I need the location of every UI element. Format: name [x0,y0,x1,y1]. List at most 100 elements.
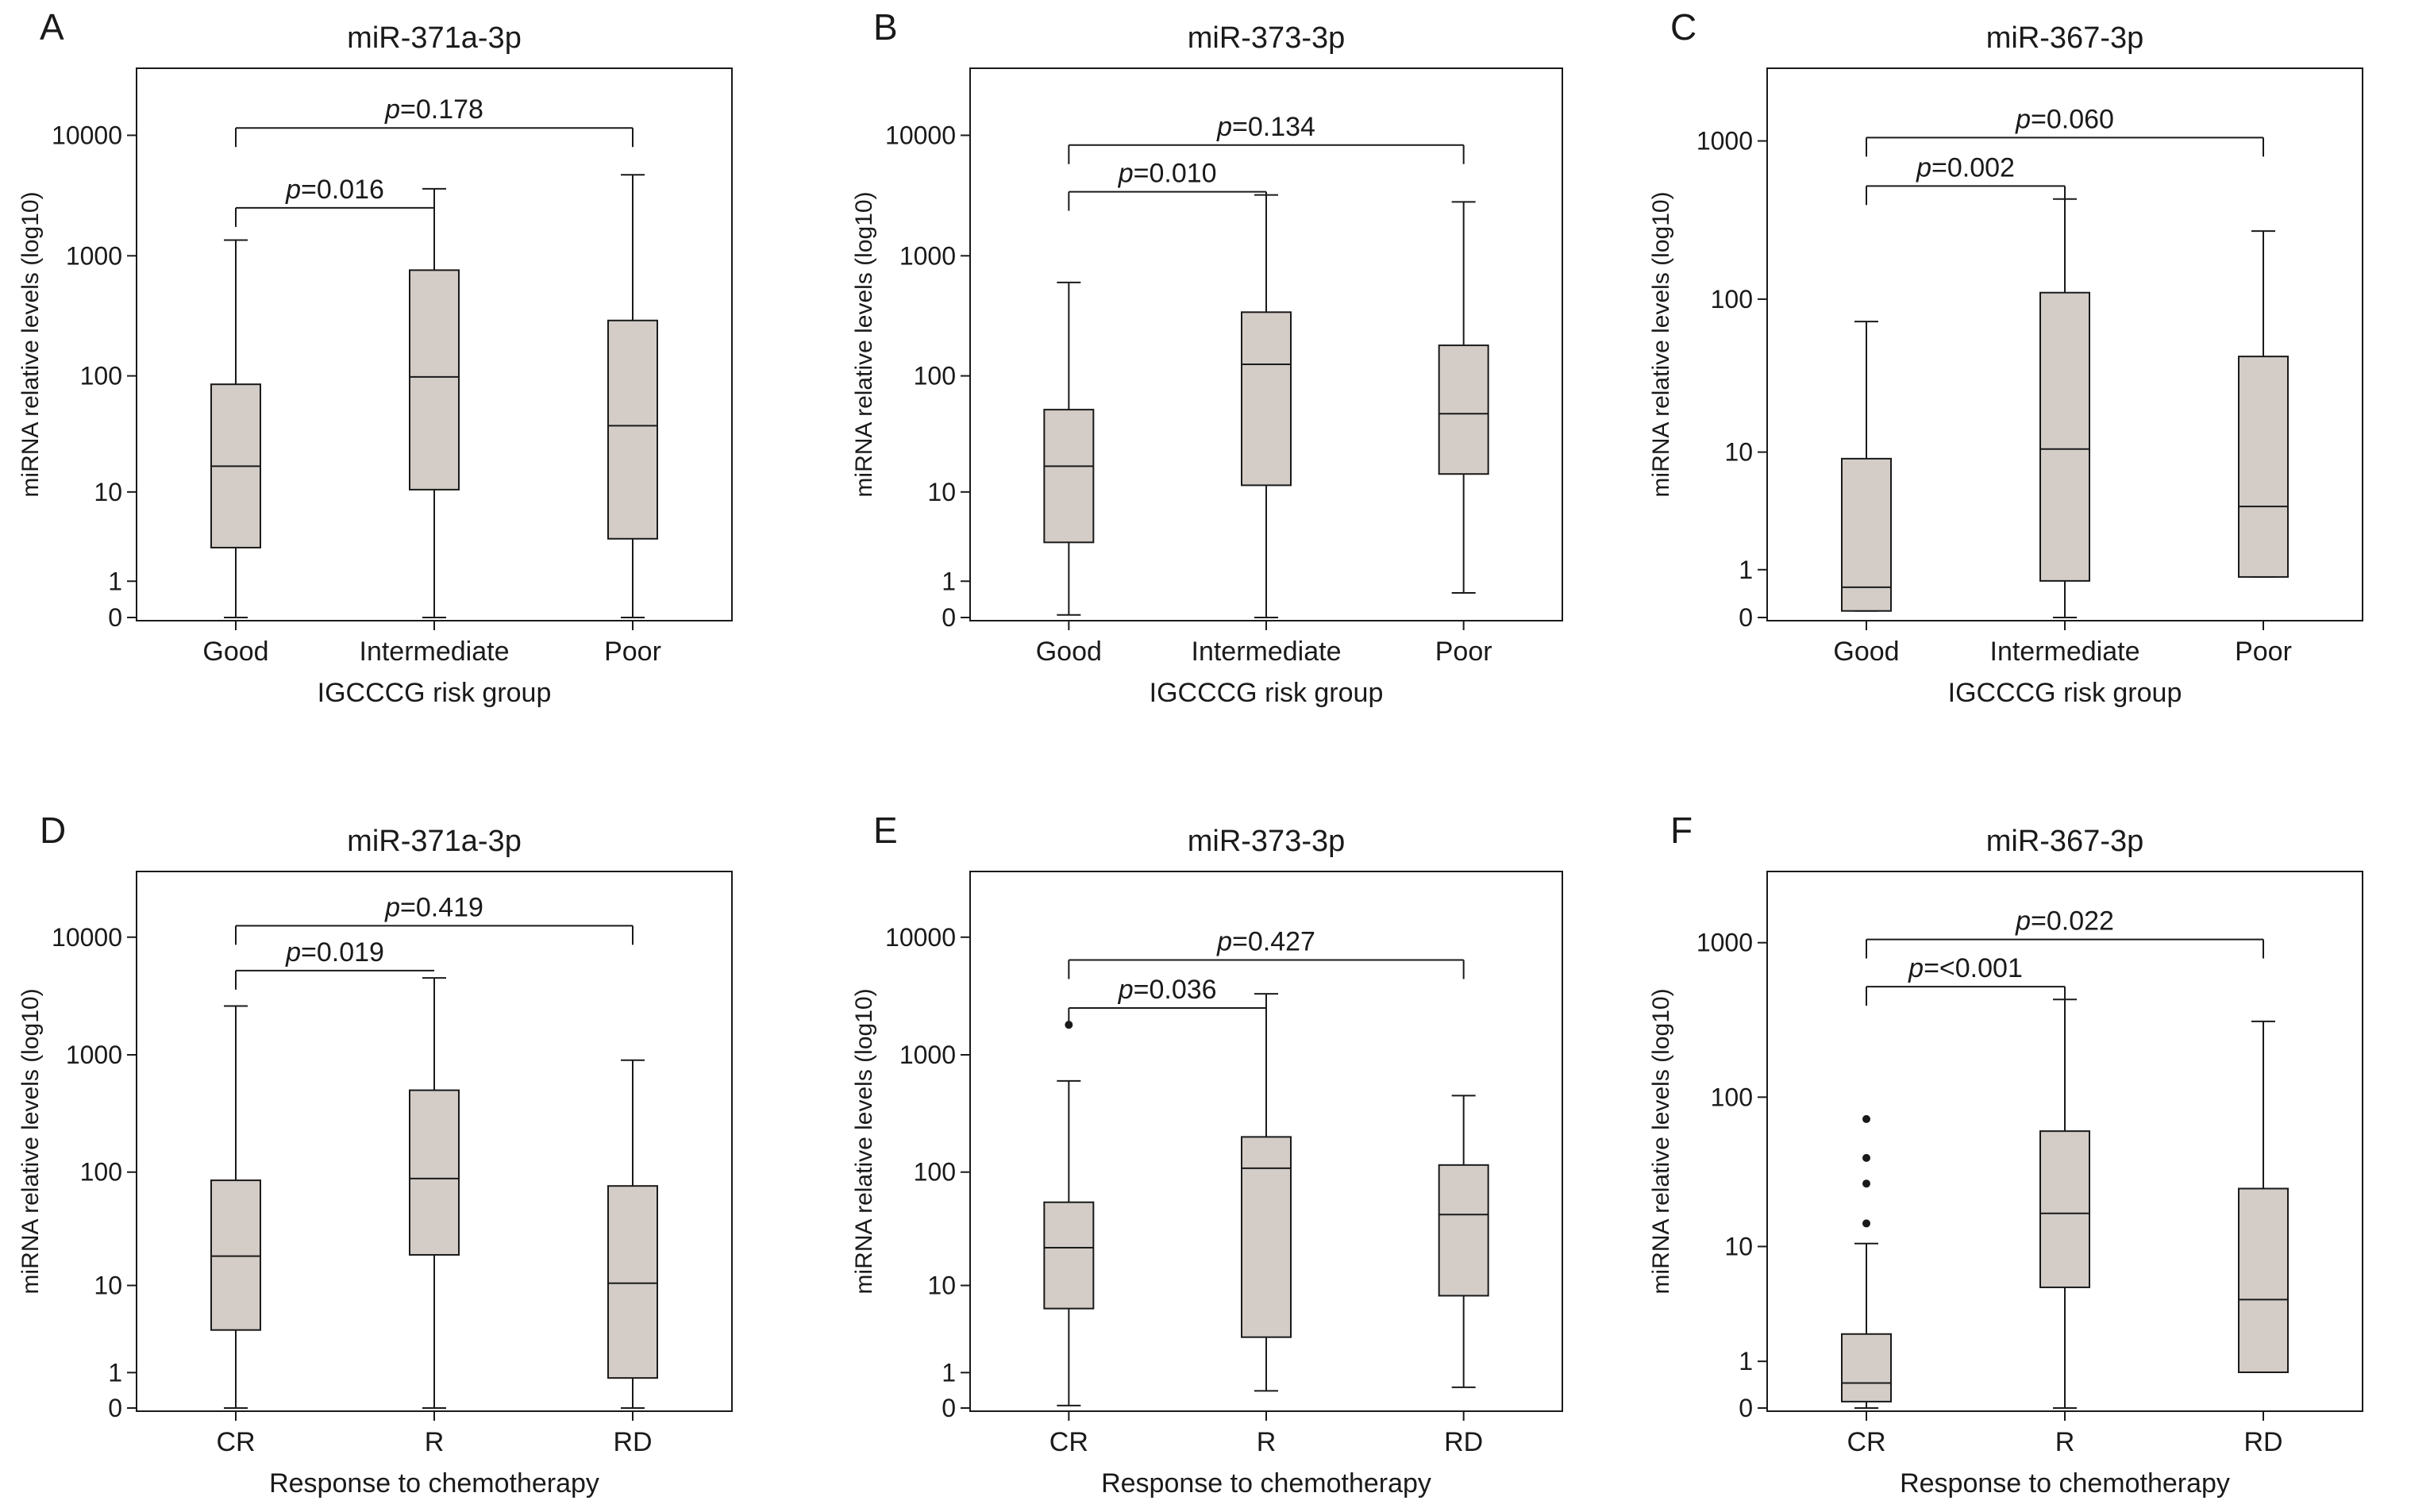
p-value-label: p=0.419 [384,892,483,922]
chart-title: miR-367-3p [1986,21,2144,55]
iqr-box [1241,1136,1292,1338]
box-cr [1043,1021,1095,1406]
y-tick-label: 0 [942,603,956,632]
box-poor [607,174,658,618]
outlier-point [1862,1114,1870,1123]
x-axis-label: Response to chemotherapy [269,1468,599,1499]
y-axis-label: miRNA relative levels (log10) [851,988,877,1294]
y-tick-label: 0 [1739,603,1753,632]
p-value-label: p=0.427 [1216,926,1315,956]
panel-letter: A [40,6,64,48]
y-tick-label: 100 [80,1158,122,1187]
iqr-box [2238,1187,2289,1373]
chart-title: miR-371a-3p [347,21,522,55]
box-intermediate [1241,194,1292,618]
p-value-label: p=0.010 [1118,159,1217,189]
outlier-point [1862,1153,1870,1162]
comparison-bracket: p=0.134 [1068,112,1465,164]
box-rd [607,1059,658,1409]
iqr-box [2039,1130,2090,1288]
x-category-label: CR [1049,1427,1088,1457]
iqr-box [1043,409,1095,544]
p-value-label: p=0.002 [1916,152,2015,183]
y-tick-label: 0 [108,603,122,632]
x-category-label: CR [216,1427,255,1457]
comparison-bracket: p=0.016 [235,175,435,227]
box-intermediate [2039,198,2090,618]
box-good [1043,281,1095,616]
p-value-label: p=<0.001 [1908,953,2023,983]
y-tick-label: 100 [1711,1083,1753,1111]
y-tick-label: 10 [94,1272,122,1300]
y-axis-label: miRNA relative levels (log10) [1648,988,1674,1294]
y-tick-label: 0 [1739,1394,1753,1422]
x-category-label: Good [202,637,268,667]
x-axis-label: IGCCCG risk group [1948,678,2182,708]
iqr-box [1438,1164,1489,1297]
x-category-label: Intermediate [1192,637,1342,667]
comparison-bracket: p=0.019 [235,937,434,990]
box-r [1241,993,1292,1392]
y-tick-label: 10 [1724,438,1753,467]
panel-letter: F [1670,810,1693,851]
comparison-bracket: p=0.010 [1068,159,1267,211]
iqr-box [2238,356,2289,578]
y-tick-label: 1000 [1696,127,1753,156]
y-tick-label: 100 [914,1158,956,1187]
y-axis-label: miRNA relative levels (log10) [851,191,877,497]
x-category-label: R [1257,1427,1277,1457]
p-value-label: p=0.022 [2015,906,2114,937]
iqr-box [1043,1201,1095,1310]
p-value-label: p=0.134 [1216,112,1315,142]
y-tick-label: 10 [1724,1233,1753,1261]
x-category-label: R [425,1427,445,1457]
y-tick-label: 1 [942,1358,956,1387]
y-tick-label: 10 [927,478,956,506]
y-tick-label: 100 [914,362,956,391]
box-poor [2238,230,2289,578]
y-tick-label: 1000 [1696,929,1753,957]
y-tick-label: 0 [108,1394,122,1422]
x-category-label: RD [2243,1427,2282,1457]
x-axis-label: IGCCCG risk group [318,678,552,708]
y-tick-label: 10000 [52,121,122,149]
y-tick-label: 1 [1739,556,1753,584]
y-tick-label: 10000 [885,121,956,149]
x-category-label: RD [613,1427,652,1457]
x-category-label: Good [1833,637,1899,667]
p-value-label: p=0.016 [285,175,384,205]
chart-title: miR-367-3p [1986,825,2144,858]
y-axis-label: miRNA relative levels (log10) [17,988,44,1294]
comparison-bracket: p=0.427 [1068,926,1465,979]
comparison-bracket: p=0.060 [1866,104,2264,157]
x-category-label: Good [1036,637,1102,667]
box-cr [210,1005,261,1409]
y-tick-label: 1 [108,1358,122,1387]
iqr-box [607,319,658,540]
comparison-bracket: p=0.178 [235,94,634,148]
x-category-label: Poor [604,637,661,667]
x-category-label: Poor [1435,637,1492,667]
y-tick-label: 1000 [899,241,956,270]
panel-letter: E [873,810,898,851]
x-category-label: Intermediate [360,637,510,667]
x-axis-label: Response to chemotherapy [1900,1468,2230,1499]
x-axis-label: IGCCCG risk group [1150,678,1384,708]
y-tick-label: 10 [94,478,122,506]
box-rd [2238,1020,2289,1373]
x-category-label: RD [1444,1427,1483,1457]
box-good [1841,321,1892,612]
outlier-point [1862,1219,1870,1228]
comparison-bracket: p=0.036 [1068,975,1267,1028]
x-category-label: CR [1847,1427,1885,1457]
iqr-box [1438,344,1489,475]
y-tick-label: 100 [1711,285,1753,314]
iqr-box [1241,311,1292,487]
y-tick-label: 1 [1739,1347,1753,1375]
box-cr [1841,1114,1892,1409]
y-axis-label: miRNA relative levels (log10) [17,191,44,497]
